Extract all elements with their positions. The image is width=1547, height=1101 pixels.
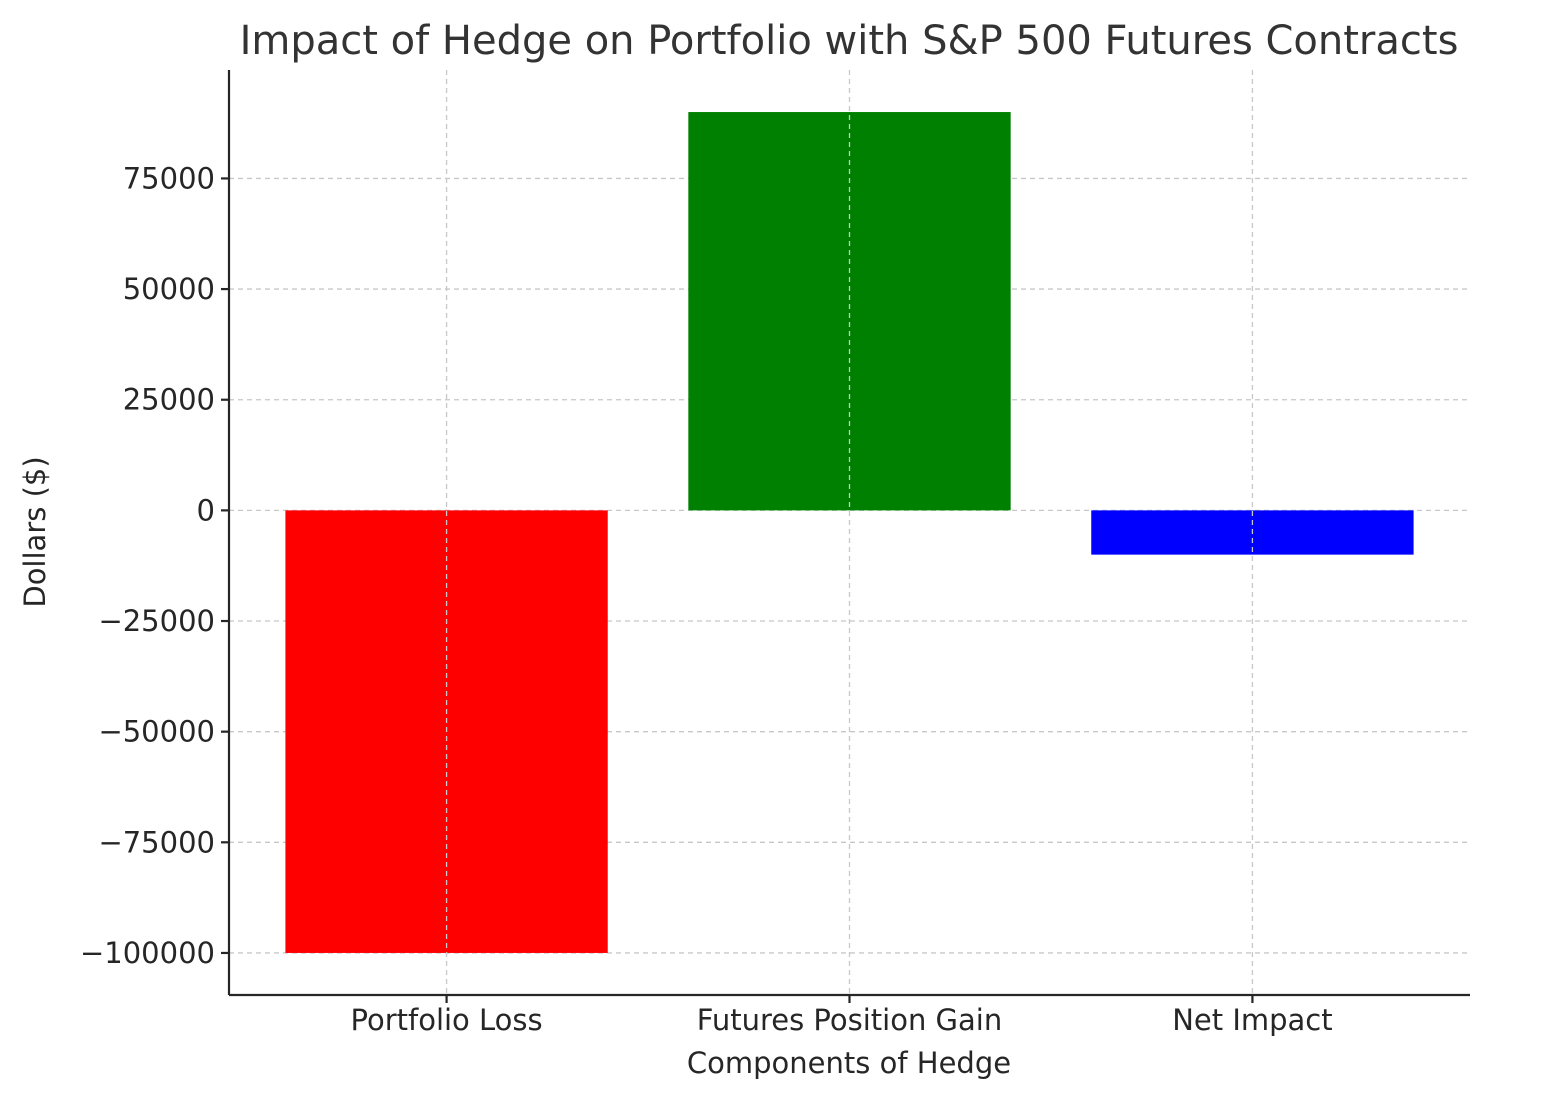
y-axis-label: Dollars ($) [18, 456, 52, 607]
y-tick-label: 75000 [123, 161, 215, 195]
x-tick-label: Net Impact [1172, 1003, 1332, 1037]
y-tick-label: −75000 [98, 825, 215, 859]
y-tick-label: 50000 [123, 272, 215, 306]
x-tick-label: Futures Position Gain [697, 1003, 1003, 1037]
y-ticks-layer: 75000 50000 25000 0 −25000 −50000 −75000 −10000… [80, 161, 229, 970]
x-ticks-layer: Portfolio Loss Futures Position Gain Net I… [351, 995, 1333, 1037]
chart-title: Impact of Hedge on Portfolio with S&P 50… [240, 18, 1459, 64]
x-tick-label: Portfolio Loss [351, 1003, 543, 1037]
y-tick-label: −100000 [80, 936, 215, 970]
y-tick-label: 0 [197, 493, 215, 527]
y-tick-label: −50000 [98, 715, 215, 749]
vertical-grid-layer [445, 70, 1254, 995]
x-axis-label: Components of Hedge [687, 1046, 1011, 1080]
y-tick-label: −25000 [98, 604, 215, 638]
y-tick-label: 25000 [123, 383, 215, 417]
